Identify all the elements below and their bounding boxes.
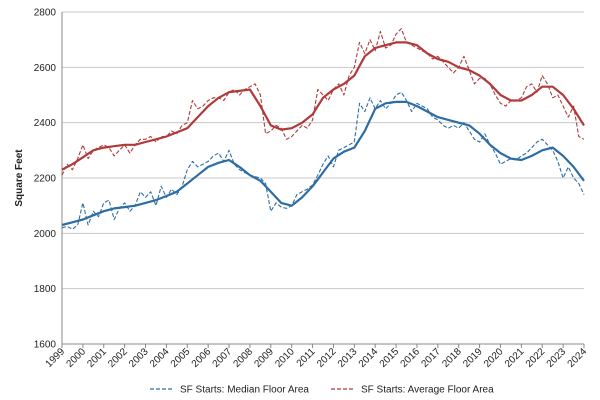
x-tick-label: 2010	[273, 346, 297, 370]
legend-label: SF Starts: Median Floor Area	[180, 385, 309, 396]
x-tick-label: 2009	[252, 346, 276, 370]
x-tick-label: 2011	[295, 346, 318, 369]
x-tick-label: 2018	[440, 346, 464, 370]
x-tick-label: 2015	[378, 346, 402, 370]
x-tick-label: 2000	[64, 346, 88, 370]
y-tick-label: 2200	[34, 174, 57, 185]
x-tick-label: 2024	[566, 346, 590, 370]
x-tick-label: 2013	[336, 346, 360, 370]
x-tick-label: 2003	[127, 346, 151, 370]
x-tick-label: 2008	[232, 346, 256, 370]
y-axis-title: Square Feet	[14, 149, 25, 207]
x-tick-label: 2004	[148, 346, 172, 370]
x-tick-label: 2017	[419, 346, 443, 370]
legend: SF Starts: Median Floor Area SF Starts: A…	[150, 385, 494, 396]
trend-line-median	[61, 100, 585, 227]
trend-line-average	[61, 41, 585, 171]
x-tick-label: 2016	[399, 346, 423, 370]
y-tick-label: 2000	[34, 229, 57, 240]
series-line-median	[61, 91, 585, 230]
y-tick-label: 2600	[34, 63, 57, 74]
x-tick-label: 2002	[106, 346, 130, 370]
x-tick-label: 2021	[503, 346, 527, 370]
series-line-average	[61, 28, 585, 176]
x-tick-label: 2022	[524, 346, 548, 370]
x-tick-label: 2019	[461, 346, 485, 370]
y-tick-label: 1600	[34, 340, 57, 351]
y-tick-label: 2800	[34, 8, 57, 19]
series-lines	[61, 28, 585, 230]
axes	[61, 12, 585, 348]
x-tick-label: 2014	[357, 346, 381, 370]
x-tick-label: 2020	[482, 346, 506, 370]
x-tick-label: 2001	[85, 346, 109, 370]
y-tick-label: 2400	[34, 118, 57, 129]
legend-label: SF Starts: Average Floor Area	[361, 385, 494, 396]
x-tick-label: 2012	[315, 346, 339, 370]
x-tick-label: 2023	[545, 346, 569, 370]
grid-lines	[62, 11, 584, 345]
y-tick-labels: 1600 1800 2000 2200 2400 2600 2800	[34, 8, 57, 351]
x-tick-label: 2005	[169, 346, 193, 370]
y-tick-label: 1800	[34, 284, 57, 295]
x-tick-label: 2006	[190, 346, 214, 370]
x-tick-label: 2007	[211, 346, 235, 370]
x-tick-labels: 1999200020012002200320042005200620072008…	[44, 346, 590, 370]
